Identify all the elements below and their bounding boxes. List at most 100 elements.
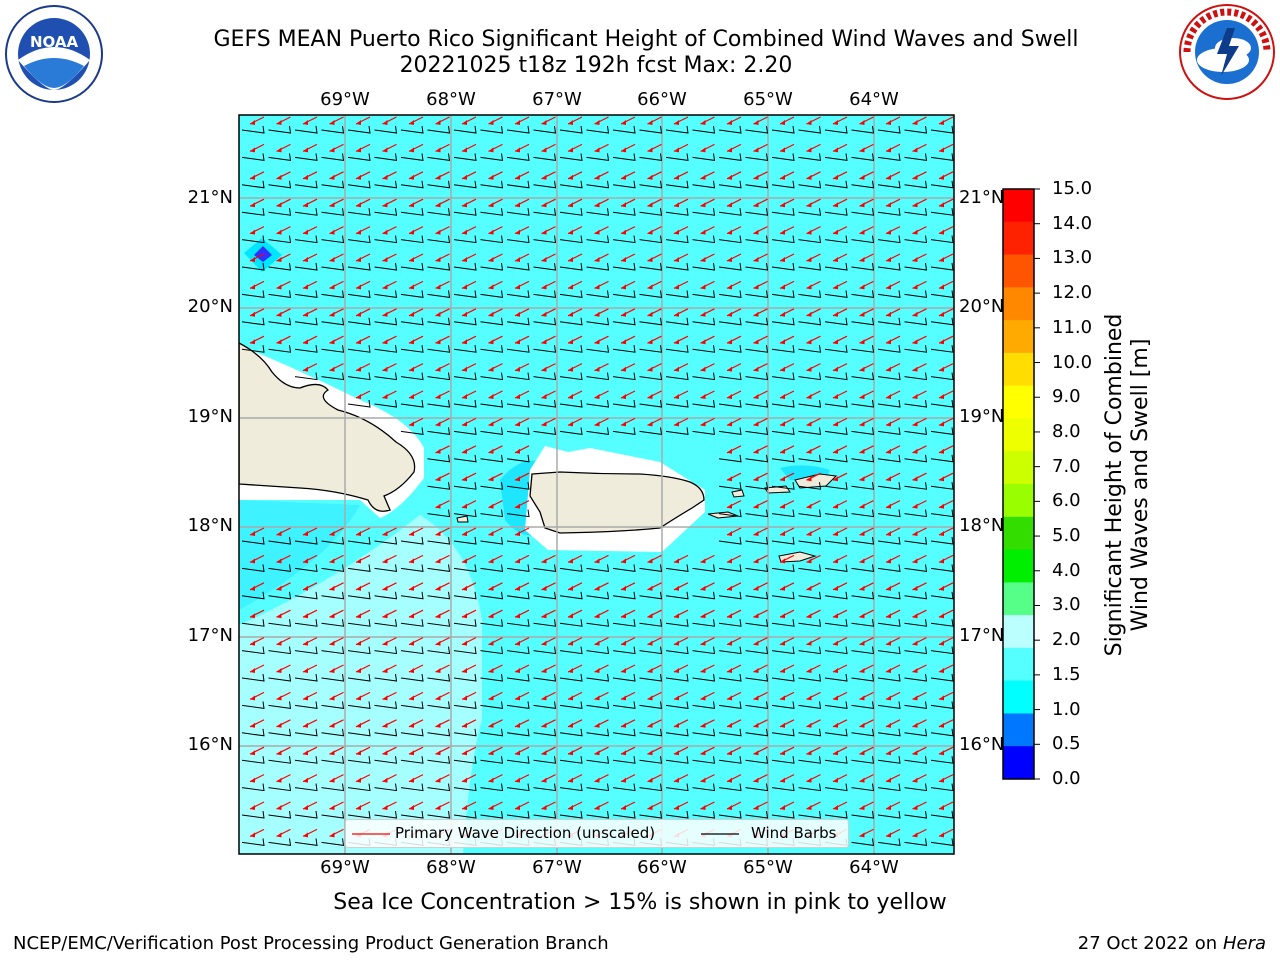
lat-label-right-19n: 19°N: [959, 406, 1005, 427]
wave-direction-arrowhead: [594, 695, 600, 701]
wave-direction-arrowhead: [621, 613, 626, 619]
wind-barb: [904, 783, 928, 792]
wind-barb: [241, 701, 265, 709]
wave-direction-arrowhead: [568, 174, 573, 180]
lat-label-left-21n: 21°N: [187, 187, 233, 208]
colorbar-tick-label: 0.0: [1052, 768, 1081, 789]
wave-direction-arrowhead: [329, 722, 335, 728]
wind-barb: [771, 317, 795, 326]
wind-barb: [586, 208, 610, 216]
wind-barb: [851, 838, 875, 846]
wind-barb: [851, 482, 875, 490]
wave-direction-arrowhead: [515, 585, 520, 591]
wind-barb: [427, 180, 451, 189]
wave-direction-arrowhead: [912, 695, 918, 701]
wave-direction-arrowhead: [541, 777, 547, 783]
wave-direction-arrowhead: [886, 613, 891, 619]
wind-barb: [453, 756, 477, 764]
wave-direction-arrowhead: [727, 640, 732, 646]
wave-direction-arrowhead: [303, 257, 308, 262]
wind-barb: [321, 345, 345, 353]
wave-direction-arrowhead: [647, 613, 653, 619]
wind-barb: [612, 619, 636, 627]
wind-barb: [904, 673, 928, 682]
wind-barb: [506, 345, 530, 353]
wind-barb: [533, 235, 557, 244]
wave-direction-arrowhead: [382, 339, 388, 345]
wind-barb: [877, 591, 901, 600]
wave-direction-arrowhead: [939, 805, 944, 810]
wind-barb: [612, 317, 636, 326]
wind-barb: [612, 262, 636, 271]
wind-barb: [347, 728, 371, 737]
wind-barb: [877, 153, 901, 161]
wind-barb: [453, 646, 477, 655]
lon-label-top-67w: 67°W: [532, 89, 582, 110]
colorbar-tick-label: 10.0: [1052, 351, 1093, 373]
wind-barb: [294, 646, 318, 655]
wind-barb: [851, 536, 875, 545]
wave-direction-arrowhead: [727, 229, 732, 235]
wind-barb: [904, 235, 928, 244]
wave-direction-arrowhead: [912, 668, 918, 673]
wind-barb: [824, 756, 848, 764]
wave-direction-arrowhead: [939, 476, 944, 482]
wind-barb: [268, 317, 292, 326]
wave-direction-arrowhead: [435, 722, 441, 728]
wave-direction-arrowhead: [939, 257, 944, 262]
wind-barb: [612, 646, 636, 655]
wave-direction-arrowhead: [303, 613, 308, 619]
wind-barb: [930, 536, 954, 545]
wind-barb: [639, 564, 663, 572]
wave-direction-arrowhead: [276, 668, 282, 673]
wind-barb: [639, 427, 663, 435]
wind-barb: [374, 372, 398, 381]
wind-barb: [851, 208, 875, 216]
wave-direction-arrowhead: [912, 613, 918, 619]
colorbar-tick-label: 0.5: [1052, 733, 1081, 755]
wave-direction-arrowhead: [594, 558, 600, 564]
wave-direction-arrowhead: [356, 722, 361, 728]
wave-direction-arrowhead: [833, 202, 838, 208]
wave-direction-arrowhead: [382, 229, 388, 235]
wind-barb: [771, 564, 795, 572]
wave-direction-arrowhead: [806, 421, 812, 427]
wave-direction-arrowhead: [833, 613, 838, 619]
wave-direction-arrowhead: [435, 229, 441, 235]
wind-barb: [904, 701, 928, 709]
wave-direction-arrowhead: [859, 476, 865, 482]
wave-direction-arrowhead: [806, 503, 812, 509]
wind-barb: [665, 591, 689, 600]
wind-barb: [347, 235, 371, 244]
wave-direction-arrowhead: [939, 722, 944, 728]
colorbar-band: [1003, 385, 1034, 419]
wind-barb: [241, 564, 265, 572]
wave-direction-arrowhead: [568, 613, 573, 619]
wind-barb: [294, 235, 318, 244]
wind-barb: [824, 399, 848, 408]
wave-direction-arrowhead: [568, 229, 573, 235]
wave-direction-arrowhead: [594, 174, 600, 180]
wind-barb: [400, 125, 424, 134]
wave-direction-arrowhead: [568, 805, 573, 810]
wave-direction-arrowhead: [541, 311, 547, 317]
wind-barb: [268, 235, 292, 244]
wind-barb: [692, 673, 716, 682]
wind-barb: [268, 208, 292, 216]
wind-barb: [612, 153, 636, 161]
wind-barb: [294, 262, 318, 271]
wind-barb: [639, 208, 663, 216]
wind-barb: [480, 290, 504, 298]
wind-barb: [427, 564, 451, 572]
wave-direction-arrowhead: [621, 750, 626, 756]
wind-barb: [294, 756, 318, 764]
wind-barb: [294, 810, 318, 819]
wave-direction-arrowhead: [727, 750, 732, 756]
wind-barb: [771, 180, 795, 189]
wave-direction-arrowhead: [647, 284, 653, 290]
wind-barb: [824, 482, 848, 490]
wind-barb: [480, 153, 504, 161]
wind-barb: [506, 701, 530, 709]
wave-direction-arrowhead: [753, 448, 759, 454]
wave-direction-arrowhead: [568, 421, 573, 427]
